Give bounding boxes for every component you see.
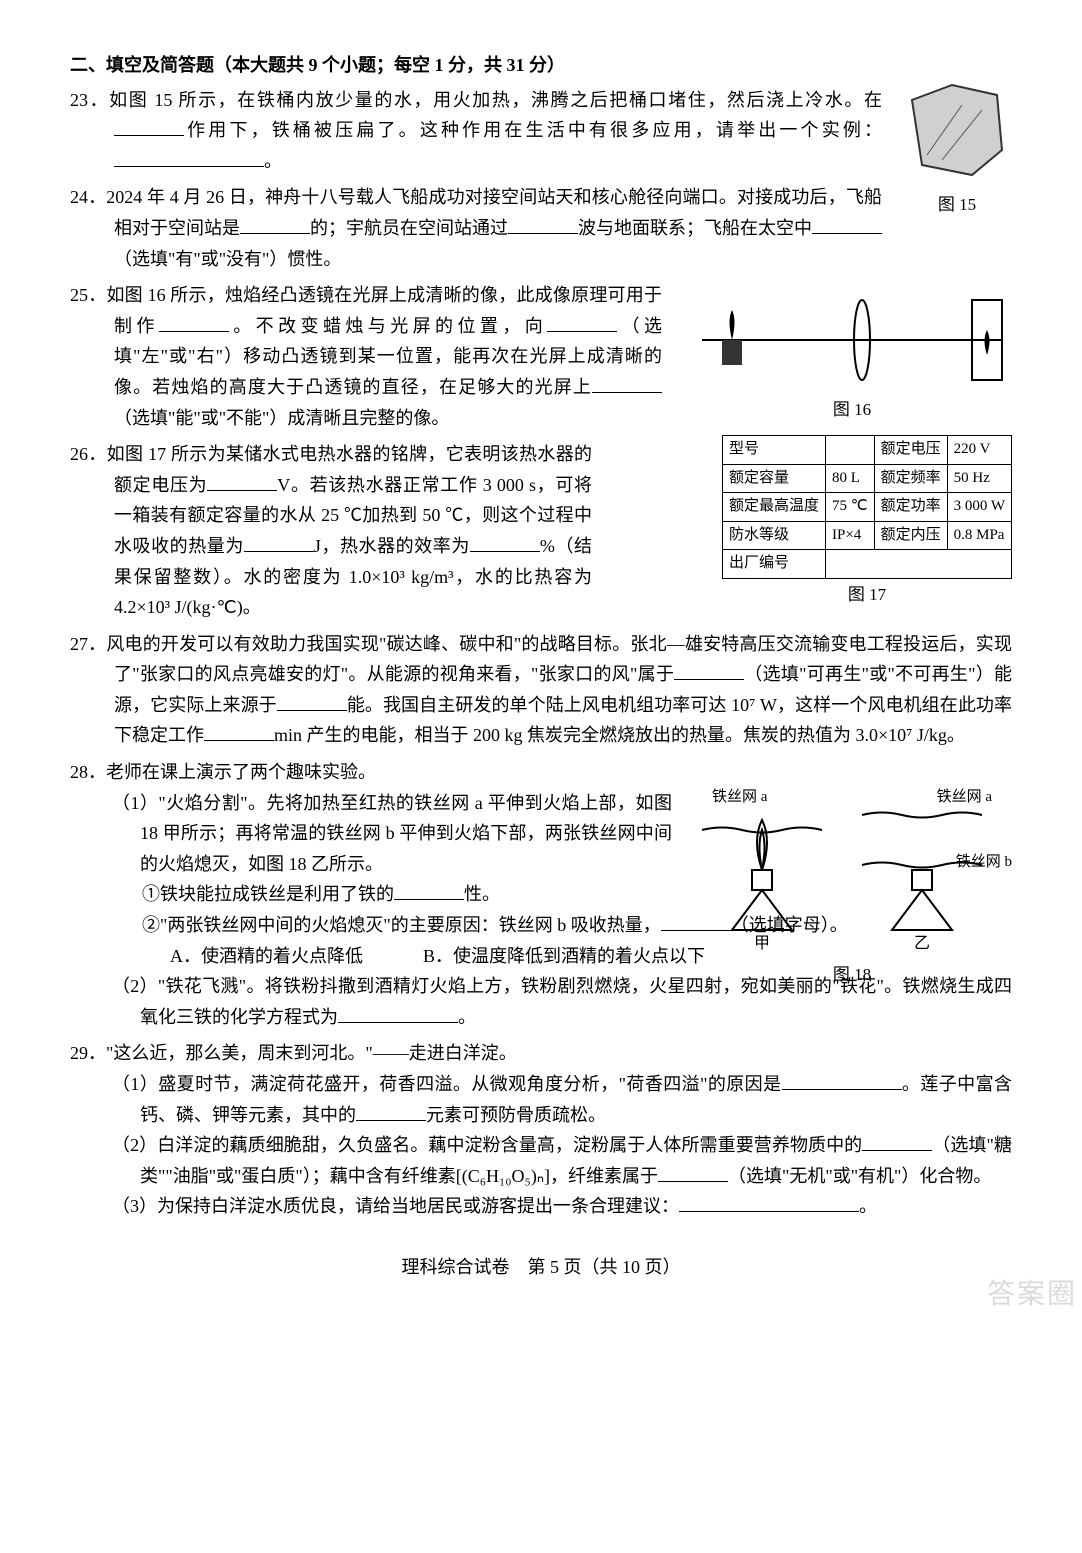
- q27: 27．风电的开发可以有效助力我国实现"碳达峰、碳中和"的战略目标。张北—雄安特高…: [70, 629, 1012, 751]
- q29-p2: （2）白洋淀的藕质细脆甜，久负盛名。藕中淀粉含量高，淀粉属于人体所需重要营养物质…: [70, 1130, 1012, 1191]
- q25: 25．如图 16 所示，烛焰经凸透镜在光屏上成清晰的像，此成像原理可用于制作。不…: [70, 280, 662, 433]
- fig18-label: 图 18: [692, 961, 1012, 990]
- q24: 24．2024 年 4 月 26 日，神舟十八号载人飞船成功对接空间站天和核心舱…: [70, 182, 882, 274]
- q28-intro: 28．老师在课上演示了两个趣味实验。: [70, 757, 1012, 788]
- fig17-label: 图 17: [722, 581, 1012, 610]
- q23: 23．如图 15 所示，在铁桶内放少量的水，用火加热，沸腾之后把桶口堵住，然后浇…: [70, 85, 882, 177]
- fig16-image: [692, 285, 1012, 385]
- fig16-label: 图 16: [692, 396, 1012, 425]
- section-header: 二、填空及简答题（本大题共 9 个小题；每空 1 分，共 31 分）: [70, 50, 1012, 81]
- q29-p1: （1）盛夏时节，满淀荷花盛开，荷香四溢。从微观角度分析，"荷香四溢"的原因是。莲…: [70, 1069, 1012, 1130]
- fig15-label: 图 15: [902, 191, 1012, 220]
- q26: 26．如图 17 所示为某储水式电热水器的铭牌，它表明该热水器的额定电压为V。若…: [70, 439, 592, 623]
- fig17-nameplate: 型号 额定电压220 V 额定容量80 L 额定频率50 Hz 额定最高温度75…: [722, 435, 1012, 579]
- svg-text:乙: 乙: [914, 935, 930, 950]
- fig18-neta-right: 铁丝网 a: [937, 785, 992, 811]
- q29-p3: （3）为保持白洋淀水质优良，请给当地居民或游客提出一条合理建议：。: [70, 1191, 1012, 1222]
- fig18-neta-left: 铁丝网 a: [712, 785, 767, 811]
- page-footer: 理科综合试卷 第 5 页（共 10 页）: [70, 1252, 1012, 1283]
- q29-intro: 29．"这么近，那么美，周末到河北。"——走进白洋淀。: [70, 1038, 1012, 1069]
- watermark: 答案圈: [987, 1270, 1077, 1318]
- fig18-netb: 铁丝网 b: [956, 850, 1012, 876]
- svg-text:甲: 甲: [754, 935, 770, 950]
- fig15-image: [902, 80, 1012, 180]
